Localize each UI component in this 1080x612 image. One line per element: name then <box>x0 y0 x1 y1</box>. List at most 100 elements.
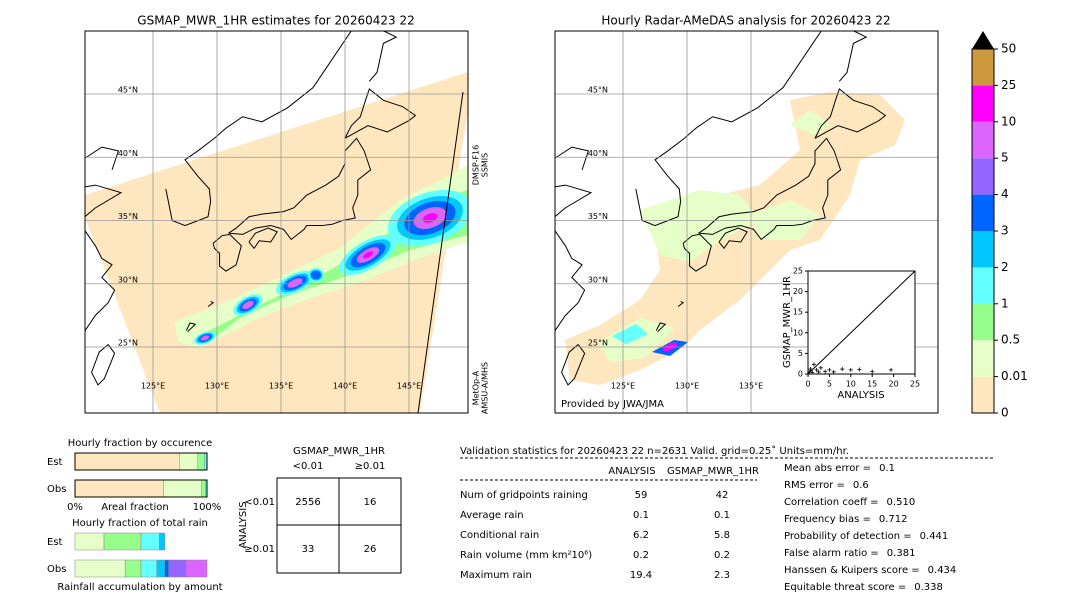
score-value: 0.434 <box>928 565 957 576</box>
lon-label: 145°E <box>397 382 421 391</box>
x-tick-label: 10 <box>846 380 856 389</box>
stat-value: 0.2 <box>633 550 649 561</box>
diagonal <box>807 270 916 375</box>
coastline <box>838 31 868 82</box>
y-tick-label: 15 <box>793 308 803 317</box>
bar-segment <box>164 559 169 578</box>
point <box>889 367 894 372</box>
rain-area <box>363 251 373 259</box>
rain-area <box>287 278 303 288</box>
colorbar-label: 0 <box>1001 406 1009 420</box>
colorbar-label: 4 <box>1001 187 1009 201</box>
lat-label: 45°N <box>588 86 608 95</box>
bar-segment <box>103 532 142 551</box>
bar-segment <box>163 479 202 498</box>
column-label: ANALYSIS <box>608 466 655 477</box>
rain-area <box>311 270 321 280</box>
bar-segment <box>168 559 187 578</box>
bar-segment <box>201 479 206 498</box>
bar-segment <box>74 452 180 471</box>
colorbar-label: 50 <box>1001 42 1016 56</box>
coastline <box>814 88 887 139</box>
colorbar-segment <box>972 267 994 304</box>
colorbar-label: 10 <box>1001 114 1016 128</box>
coastline <box>165 31 352 227</box>
row-label: <0.01 <box>244 497 275 508</box>
point <box>816 369 821 374</box>
colorbar-segment <box>972 231 994 268</box>
coastline <box>555 146 593 332</box>
point <box>808 367 813 372</box>
row-label: Obs <box>47 564 66 575</box>
point <box>857 367 862 372</box>
colorbar-label: 0.01 <box>1001 369 1028 383</box>
lon-label: 125°E <box>611 382 635 391</box>
stat-value: 59 <box>635 490 648 501</box>
bar-frame <box>74 479 208 498</box>
x-tick-label: 5 <box>827 380 832 389</box>
map-frame <box>554 30 939 414</box>
colorbar-segment <box>972 158 994 195</box>
point <box>870 369 875 374</box>
column-label: ≥0.01 <box>355 461 386 472</box>
credit: Provided by JWA/JMA <box>561 399 664 410</box>
y-tick-label: 0 <box>798 370 803 379</box>
score-value: 0.381 <box>887 548 916 559</box>
lon-label: 140°E <box>333 382 357 391</box>
point <box>807 369 812 374</box>
point <box>827 367 832 372</box>
colorbar-segment <box>972 303 994 341</box>
lat-label: 35°N <box>588 212 608 221</box>
point <box>823 369 828 374</box>
score-value: 0.1 <box>879 463 895 474</box>
colorbar-label: 2 <box>1001 260 1009 274</box>
stat-label: Rain volume (mm km²10⁶) <box>460 550 592 561</box>
colorbar-segment <box>972 85 994 122</box>
rain-area <box>598 318 675 362</box>
cell: 33 <box>302 544 315 555</box>
lat-label: 30°N <box>118 275 138 284</box>
stat-value: 2.3 <box>714 570 730 581</box>
x-tick-label: 25 <box>910 380 920 389</box>
y-tick-label: 20 <box>793 287 803 296</box>
bar-segment <box>159 532 166 551</box>
coastline <box>561 344 586 386</box>
point <box>840 367 845 372</box>
cell: 26 <box>364 544 377 555</box>
score-value: 0.6 <box>853 480 869 491</box>
lat-label: 25°N <box>118 339 138 348</box>
rain-area <box>612 324 648 344</box>
colorbar-label: 0.5 <box>1001 333 1020 347</box>
colorbar-extend <box>972 31 994 49</box>
colorbar-label: 3 <box>1001 224 1009 238</box>
colorbar-segment <box>972 121 994 159</box>
colorbar-segment <box>972 49 994 86</box>
colorbar-label: 25 <box>1001 78 1016 92</box>
panel-title: Hourly fraction of total rain <box>72 518 208 529</box>
point <box>814 367 819 372</box>
bar-segment <box>140 532 160 551</box>
stats-header: Validation statistics for 20260423 22 n=… <box>460 445 849 457</box>
coastline <box>85 146 123 332</box>
lat-label: 40°N <box>118 149 138 158</box>
stat-value: 0.1 <box>714 510 730 521</box>
lat-label: 35°N <box>118 212 138 221</box>
bar-segment <box>74 559 126 578</box>
x-axis-label: Rainfall accumulation by amount <box>57 582 222 593</box>
x-tick-label: 0 <box>805 380 810 389</box>
panel-title: Hourly fraction by occurence <box>68 438 212 449</box>
cell: 16 <box>364 497 377 508</box>
left-map <box>85 31 468 413</box>
x-tick-label: 20 <box>889 380 899 389</box>
column-label: GSMAP_MWR_1HR <box>667 466 759 477</box>
point <box>831 369 836 374</box>
lat-label: 30°N <box>588 275 608 284</box>
rain-area <box>200 335 210 341</box>
map-frame <box>84 30 469 414</box>
score-value: 0.510 <box>887 497 916 508</box>
colorbar-label: 5 <box>1001 151 1009 165</box>
row-label: Obs <box>47 484 66 495</box>
stat-value: 6.2 <box>633 530 649 541</box>
column-label: <0.01 <box>293 461 324 472</box>
lon-label: 125°E <box>141 382 165 391</box>
